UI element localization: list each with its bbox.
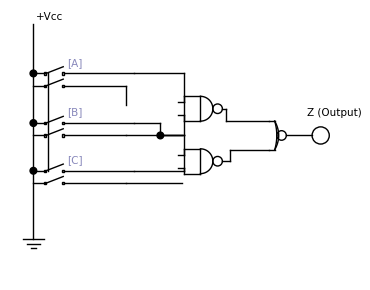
Bar — [62, 85, 64, 87]
Circle shape — [30, 167, 37, 174]
Bar — [44, 72, 46, 75]
Bar — [44, 170, 46, 172]
Text: +Vcc: +Vcc — [36, 12, 64, 22]
Bar — [44, 122, 46, 124]
Circle shape — [30, 70, 37, 77]
Text: [C]: [C] — [67, 155, 83, 165]
Bar — [44, 85, 46, 87]
Text: [B]: [B] — [67, 107, 82, 117]
Bar — [62, 122, 64, 124]
Text: [A]: [A] — [67, 58, 82, 68]
Bar — [62, 72, 64, 75]
Circle shape — [157, 132, 164, 139]
Circle shape — [30, 120, 37, 126]
Bar — [62, 182, 64, 184]
Bar — [44, 134, 46, 137]
Text: Z (Output): Z (Output) — [307, 108, 362, 118]
Bar — [62, 134, 64, 137]
Bar — [62, 170, 64, 172]
Bar — [44, 182, 46, 184]
